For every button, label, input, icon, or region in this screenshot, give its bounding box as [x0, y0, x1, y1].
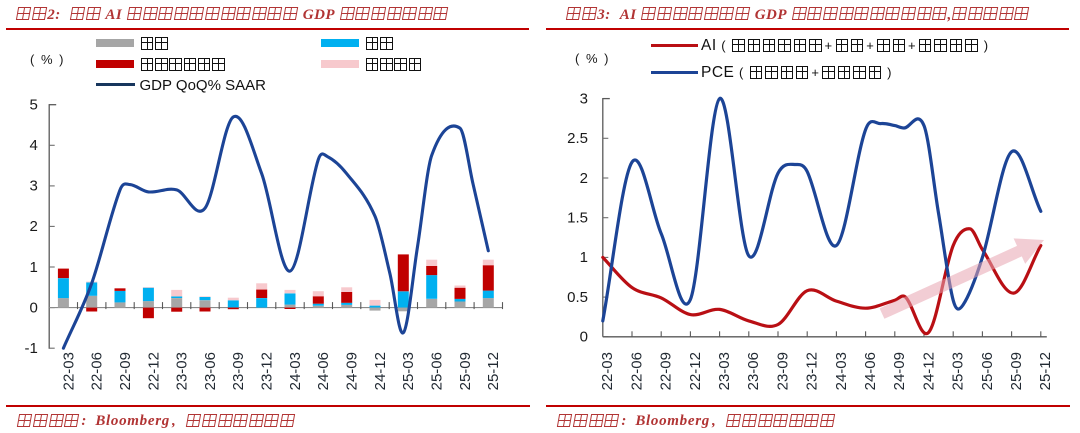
svg-text:24-09: 24-09	[891, 352, 908, 390]
svg-text:24-03: 24-03	[287, 352, 304, 390]
svg-text:23-06: 23-06	[202, 352, 219, 390]
svg-text:-1: -1	[24, 340, 37, 357]
svg-text:23-12: 23-12	[259, 352, 276, 390]
svg-text:23-06: 23-06	[745, 352, 762, 390]
svg-text:22-09: 22-09	[658, 352, 675, 390]
svg-text:24-03: 24-03	[833, 352, 850, 390]
svg-text:3: 3	[580, 90, 588, 107]
svg-text:0: 0	[580, 329, 588, 346]
svg-text:23-03: 23-03	[174, 352, 191, 390]
svg-text:25-12: 25-12	[485, 352, 502, 390]
svg-text:1: 1	[580, 249, 588, 266]
svg-text:23-09: 23-09	[230, 352, 247, 390]
svg-text:25-03: 25-03	[950, 352, 967, 390]
svg-text:4: 4	[29, 137, 37, 154]
svg-text:22-03: 22-03	[599, 352, 616, 390]
svg-text:24-06: 24-06	[315, 352, 332, 390]
svg-text:25-03: 25-03	[400, 352, 417, 390]
svg-text:1.5: 1.5	[567, 210, 588, 227]
svg-text:23-03: 23-03	[716, 352, 733, 390]
svg-text:23-12: 23-12	[804, 352, 821, 390]
svg-text:24-09: 24-09	[344, 352, 361, 390]
svg-text:22-12: 22-12	[687, 352, 704, 390]
svg-text:0.5: 0.5	[567, 289, 588, 306]
svg-text:24-06: 24-06	[862, 352, 879, 390]
svg-text:25-09: 25-09	[1008, 352, 1025, 390]
svg-text:23-09: 23-09	[774, 352, 791, 390]
svg-text:25-09: 25-09	[457, 352, 474, 390]
svg-text:22-06: 22-06	[89, 352, 106, 390]
svg-text:22-09: 22-09	[117, 352, 134, 390]
svg-text:25-06: 25-06	[979, 352, 996, 390]
svg-text:25-06: 25-06	[429, 352, 446, 390]
svg-text:24-12: 24-12	[372, 352, 389, 390]
svg-text:5: 5	[29, 97, 37, 114]
svg-text:3: 3	[29, 178, 37, 195]
svg-text:0: 0	[29, 299, 37, 316]
svg-text:22-12: 22-12	[145, 352, 162, 390]
svg-text:2: 2	[580, 170, 588, 187]
svg-text:22-03: 22-03	[60, 352, 77, 390]
svg-text:24-12: 24-12	[920, 352, 937, 390]
svg-text:2: 2	[29, 218, 37, 235]
svg-text:2.5: 2.5	[567, 130, 588, 147]
svg-text:25-12: 25-12	[1037, 352, 1054, 390]
svg-text:1: 1	[29, 259, 37, 276]
svg-text:22-06: 22-06	[628, 352, 645, 390]
